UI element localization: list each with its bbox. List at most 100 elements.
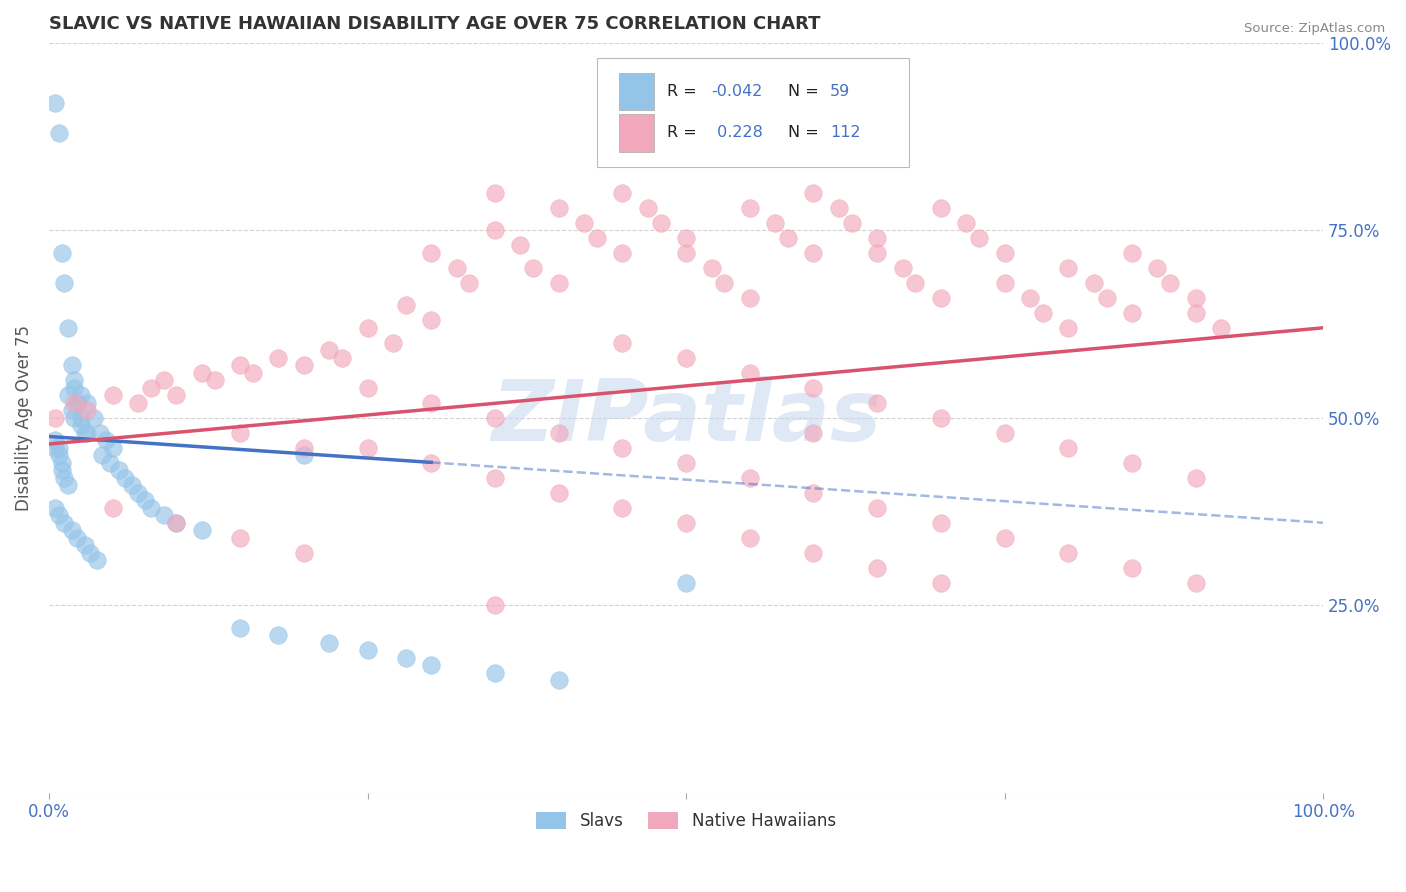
Point [738,201,761,215]
Point [60,523,83,537]
Point [108,463,131,477]
Point [292,441,315,455]
Text: N =: N = [787,84,824,99]
Point [1121,245,1143,260]
Point [53,471,76,485]
Point [994,245,1017,260]
Point [395,298,418,312]
Point [586,231,609,245]
Point [114,471,136,485]
Point [48,508,70,523]
Point [675,575,697,590]
Point [152,508,174,523]
Point [63,410,86,425]
Point [127,396,149,410]
Point [98,456,121,470]
Text: ZIPatlas: ZIPatlas [491,376,882,459]
Point [86,553,108,567]
Point [484,598,506,612]
Point [44,441,66,455]
Point [738,366,761,380]
Text: 0.228: 0.228 [711,126,762,140]
Point [96,434,118,448]
Point [1121,306,1143,320]
Point [828,201,851,215]
Point [51,456,73,470]
Point [76,425,98,440]
Point [929,201,952,215]
Point [1184,291,1206,305]
Point [292,359,315,373]
Point [547,485,569,500]
Point [395,650,418,665]
Point [841,216,863,230]
Point [66,531,89,545]
Point [165,388,187,402]
Point [420,658,443,673]
Point [738,291,761,305]
Text: SLAVIC VS NATIVE HAWAIIAN DISABILITY AGE OVER 75 CORRELATION CHART: SLAVIC VS NATIVE HAWAIIAN DISABILITY AGE… [49,15,821,33]
Point [1121,456,1143,470]
Point [134,493,156,508]
Point [612,335,634,350]
Point [63,373,86,387]
Point [139,381,162,395]
Point [637,201,659,215]
Point [56,320,79,334]
Point [242,366,264,380]
Point [803,186,825,200]
Point [929,516,952,530]
Point [44,95,66,110]
Text: -0.042: -0.042 [711,84,763,99]
Point [60,359,83,373]
Point [1184,306,1206,320]
Point [420,313,443,327]
Point [458,276,481,290]
Point [572,216,595,230]
Point [1184,575,1206,590]
Point [121,478,143,492]
Point [484,665,506,680]
Point [44,410,66,425]
Point [139,500,162,515]
Point [612,186,634,200]
Point [292,448,315,462]
Point [152,373,174,387]
Point [929,575,952,590]
Point [612,500,634,515]
Point [1121,560,1143,574]
Point [803,546,825,560]
Point [267,628,290,642]
Point [484,223,506,237]
Bar [619,114,654,152]
Point [101,388,124,402]
Point [1083,276,1105,290]
Point [700,260,723,275]
Point [803,485,825,500]
Point [1146,260,1168,275]
Point [738,531,761,545]
Point [1057,546,1080,560]
Point [48,126,70,140]
Point [738,471,761,485]
Point [127,485,149,500]
Point [69,418,91,433]
Point [420,245,443,260]
Point [967,231,990,245]
Point [48,441,70,455]
Point [229,425,252,440]
Point [904,276,927,290]
Point [91,448,114,462]
Point [79,546,101,560]
Point [229,359,252,373]
Point [165,516,187,530]
Point [63,381,86,395]
Point [1032,306,1054,320]
Point [994,276,1017,290]
Text: N =: N = [787,126,824,140]
Point [51,245,73,260]
Point [89,425,111,440]
Point [866,231,889,245]
Point [44,434,66,448]
Point [191,523,214,537]
